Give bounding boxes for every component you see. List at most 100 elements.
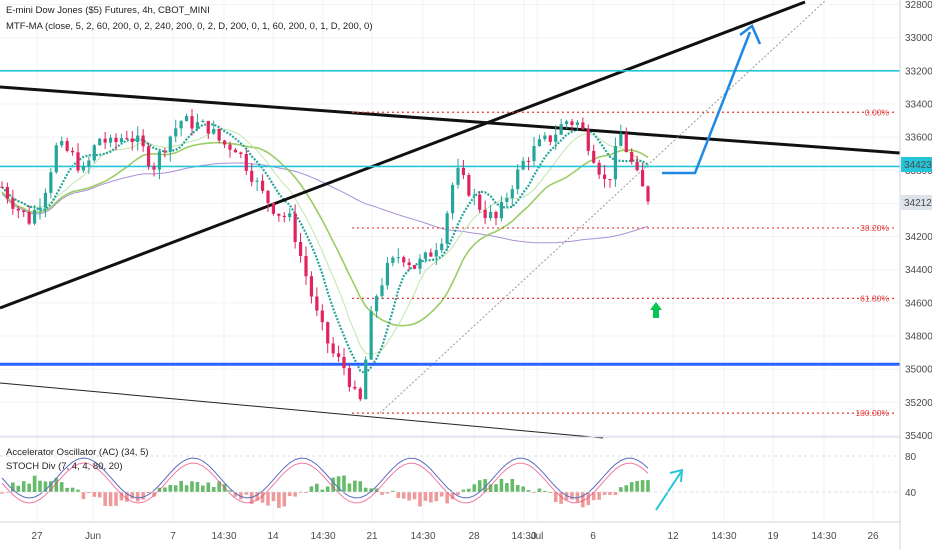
ac-histogram-bar xyxy=(581,492,585,508)
candle-body xyxy=(65,141,69,151)
candle-body xyxy=(163,151,167,153)
candle-body xyxy=(298,241,303,256)
price-tick-label: 33200 xyxy=(905,66,932,77)
ac-histogram-bar xyxy=(515,485,520,492)
ma-green-line xyxy=(1,141,649,327)
candle-body xyxy=(168,136,172,152)
candle-body xyxy=(630,151,634,162)
candle-body xyxy=(141,135,145,147)
candle-body xyxy=(423,252,428,259)
candle-body xyxy=(146,146,151,167)
ac-histogram-bar xyxy=(32,475,37,492)
ac-histogram-bar xyxy=(602,492,607,495)
candle-body xyxy=(125,138,129,140)
candle-body xyxy=(217,128,221,141)
candle-body xyxy=(5,186,10,199)
ac-histogram-bar xyxy=(646,480,650,492)
ac-histogram-bar xyxy=(125,492,129,502)
ma-light-line xyxy=(1,128,649,356)
price-tick-label: 33400 xyxy=(905,99,932,110)
ac-histogram-bar xyxy=(43,481,48,492)
candle-body xyxy=(87,160,91,167)
candle-body xyxy=(60,141,64,146)
ac-histogram-bar xyxy=(629,482,634,492)
ac-histogram-bar xyxy=(163,487,167,492)
ac-histogram-bar xyxy=(347,483,352,492)
last-price-badge xyxy=(901,195,932,210)
ac-histogram-bar xyxy=(0,492,4,494)
ac-histogram-bar xyxy=(559,492,563,504)
ac-histogram-bar xyxy=(423,492,428,501)
time-tick-label: 14:30 xyxy=(310,531,335,542)
ac-histogram-bar xyxy=(244,492,249,495)
candle-body xyxy=(98,138,102,146)
candle-body xyxy=(418,258,422,269)
candle-body xyxy=(488,211,493,219)
candle-body xyxy=(450,184,455,214)
candle-body xyxy=(575,122,580,125)
candle-body xyxy=(174,128,178,137)
candle-body xyxy=(510,189,514,199)
fib-label: 0.00% xyxy=(865,107,890,117)
candle-body xyxy=(456,168,460,185)
candle-body xyxy=(635,161,639,171)
candle-body xyxy=(336,353,341,357)
candle-body xyxy=(374,296,379,312)
trend-lines xyxy=(0,0,901,439)
candle-body xyxy=(70,150,75,153)
candle-body xyxy=(315,296,319,311)
candle-body xyxy=(646,186,650,202)
candle-body xyxy=(130,138,134,142)
ac-histogram-bar xyxy=(21,481,26,492)
candle-body xyxy=(608,179,612,181)
ac-histogram-bar xyxy=(65,487,69,492)
candle-body xyxy=(250,170,254,182)
candle-body xyxy=(27,212,31,224)
ac-histogram-bar xyxy=(543,490,547,492)
candle-body xyxy=(499,201,504,219)
candle-body xyxy=(532,146,536,162)
candle-body xyxy=(559,124,563,135)
candle-body xyxy=(266,190,270,204)
candle-body xyxy=(157,151,162,170)
price-tick-label: 34200 xyxy=(905,232,932,243)
ac-histogram-bar xyxy=(108,492,113,507)
candle-body xyxy=(353,386,357,389)
ac-histogram-bar xyxy=(59,482,64,492)
ac-histogram-bar xyxy=(374,488,379,492)
candle-body xyxy=(228,144,232,150)
candle-body xyxy=(467,174,471,196)
candle-body xyxy=(478,194,482,210)
candle-body xyxy=(548,135,552,142)
chart-title: E-mini Dow Jones ($5) Futures, 4h, CBOT_… xyxy=(6,5,210,16)
candle-body xyxy=(429,252,433,257)
ac-histogram-bar xyxy=(391,490,395,492)
candle-body xyxy=(119,138,124,143)
ac-histogram-bar xyxy=(38,480,42,492)
candle-body xyxy=(309,276,314,297)
ac-histogram-bar xyxy=(380,492,384,495)
ac-histogram-bar xyxy=(613,492,618,495)
ac-histogram-bar xyxy=(130,492,135,499)
candle-body xyxy=(402,257,406,263)
ma-dotted-line xyxy=(1,123,649,375)
candle-body xyxy=(347,368,352,387)
ac-histogram-bar xyxy=(494,484,498,492)
candle-body xyxy=(602,174,607,180)
resistance-badge xyxy=(901,157,932,172)
candle-body xyxy=(152,166,156,170)
price-tick-label: 35200 xyxy=(905,398,932,409)
candle-body xyxy=(537,139,542,147)
ac-histogram-bar xyxy=(103,492,107,506)
candle-body xyxy=(201,120,205,123)
candle-body xyxy=(440,243,444,251)
price-tick-label: 34800 xyxy=(905,332,932,343)
candle-body xyxy=(32,209,37,224)
ac-histogram-bar xyxy=(363,487,368,492)
candle-body xyxy=(526,160,531,162)
stoch-d-line xyxy=(1,462,649,504)
ac-histogram-bar xyxy=(570,492,574,500)
ac-histogram-bar xyxy=(190,481,194,492)
